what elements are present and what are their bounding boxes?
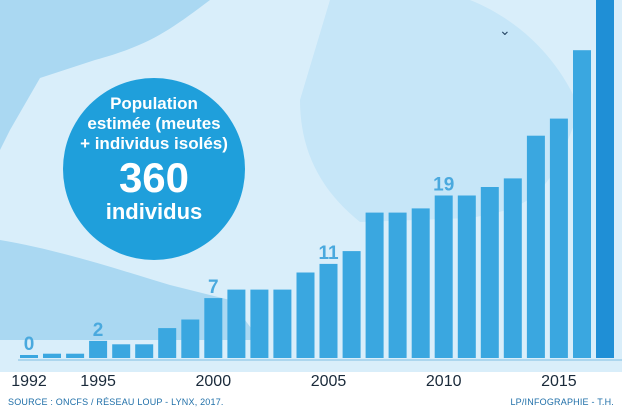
value-label-2010: 19	[433, 175, 454, 196]
map-shape-decor	[0, 0, 210, 150]
bar-2004	[296, 272, 315, 358]
bar-1998	[158, 328, 177, 358]
value-label-2000: 7	[208, 277, 219, 298]
callout-caption-line2: estimée (meutes	[87, 114, 221, 133]
bar-2017	[596, 0, 614, 359]
bar-2002	[250, 289, 269, 358]
map-shape-decor	[0, 240, 260, 340]
callout-number: 360	[118, 154, 190, 201]
credit-note: LP/INFOGRAPHIE - T.H.	[510, 397, 614, 407]
bar-2011	[457, 195, 476, 358]
bar-2009	[411, 208, 430, 358]
x-tick-1995: 1995	[80, 373, 116, 390]
x-tick-2000: 2000	[196, 373, 232, 390]
x-tick-1992: 1992	[11, 373, 47, 390]
bar-1995	[89, 340, 108, 358]
callout-caption-line1: Population	[110, 94, 198, 113]
source-note: SOURCE : ONCFS / RÉSEAU LOUP - LYNX, 201…	[8, 397, 224, 407]
callout-caption-line3: + individus isolés)	[80, 134, 228, 153]
bar-1999	[181, 319, 200, 358]
bars-group	[20, 0, 614, 359]
x-tick-2015: 2015	[541, 373, 577, 390]
bar-2013	[503, 178, 522, 358]
bar-2014	[526, 135, 545, 358]
value-label-2005: 11	[318, 243, 339, 264]
bar-1997	[135, 344, 154, 358]
bar-2003	[273, 289, 292, 358]
population-callout: Population estimée (meutes + individus i…	[63, 78, 245, 260]
value-labels-group: 0 2 7 11 19	[24, 175, 455, 356]
bar-2007	[365, 212, 384, 358]
callout-unit: individus	[105, 199, 203, 224]
chevron-down-icon: ⌄	[499, 22, 511, 38]
bar-2012	[480, 187, 499, 358]
bar-1994	[66, 353, 85, 358]
bar-2005	[319, 263, 338, 358]
value-label-1995: 2	[93, 320, 104, 341]
bar-2008	[388, 212, 407, 358]
bar-2000	[204, 298, 223, 358]
bar-2010	[434, 195, 453, 358]
value-label-1992: 0	[24, 334, 35, 355]
bar-1992	[20, 355, 38, 358]
x-tick-labels-group: 1992 1995 2000 2005 2010 2015	[11, 373, 577, 390]
bar-2006	[342, 251, 361, 358]
bar-1996	[112, 344, 131, 358]
bar-1993	[43, 353, 61, 358]
bar-2016	[573, 50, 591, 358]
map-shape-decor	[300, 0, 580, 222]
bar-2015	[549, 118, 568, 358]
bar-2001	[227, 289, 246, 358]
x-tick-2005: 2005	[311, 373, 347, 390]
x-tick-2010: 2010	[426, 373, 462, 390]
